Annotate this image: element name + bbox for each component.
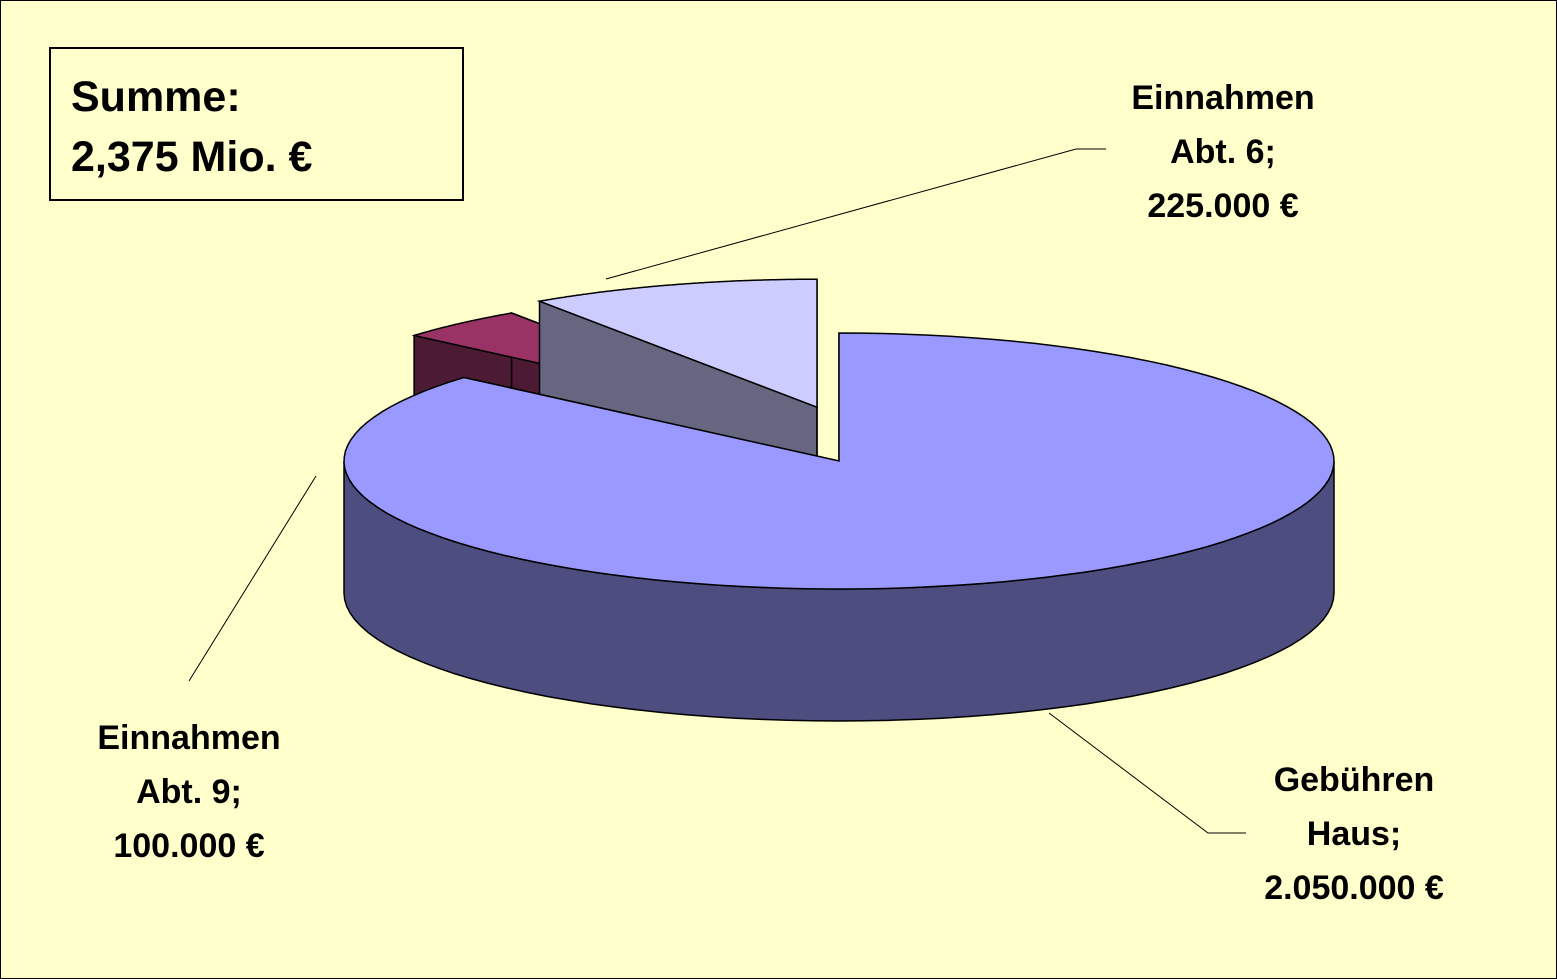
pie-slice (343, 332, 1335, 590)
pie-slice (536, 278, 818, 409)
category-label: Einnahmen Abt. 6; (1131, 79, 1315, 171)
leader-line (188, 475, 317, 682)
value-label: 2.050.000 € (1264, 869, 1444, 907)
leader-line (605, 148, 1106, 280)
sum-value: 2,375 Mio. € (71, 133, 313, 181)
sum-label: Summe: (71, 73, 241, 121)
value-label: 225.000 € (1147, 187, 1299, 225)
data-label: Einnahmen Abt. 6; 225.000 € (1103, 71, 1343, 233)
data-label: Einnahmen Abt. 9; 100.000 € (69, 711, 309, 873)
data-label: Gebühren Haus; 2.050.000 € (1234, 753, 1474, 915)
leader-line (1048, 712, 1246, 834)
sum-box: Summe: 2,375 Mio. € (49, 47, 464, 201)
category-label: Gebühren Haus; (1273, 761, 1435, 853)
category-label: Einnahmen Abt. 9; (97, 719, 281, 811)
value-label: 100.000 € (113, 827, 265, 865)
